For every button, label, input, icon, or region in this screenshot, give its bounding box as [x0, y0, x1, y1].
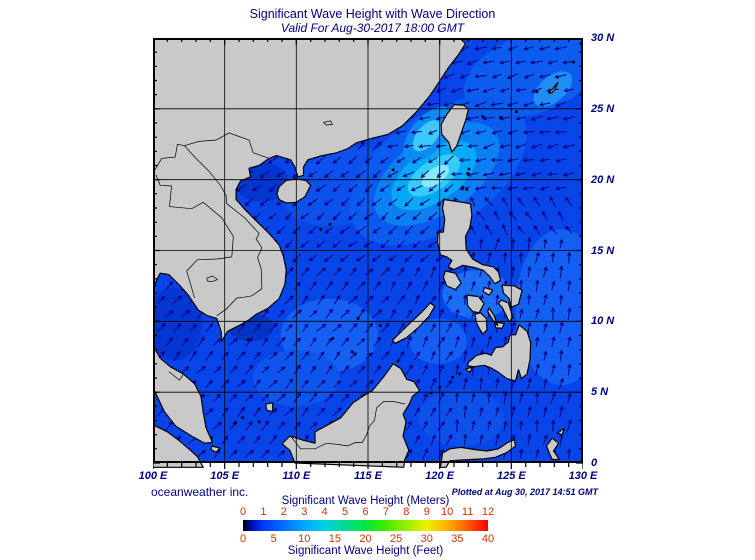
legend-tick-value: 9	[423, 506, 430, 518]
lat-tick-label: 0	[591, 457, 598, 469]
plotted-at-text: Plotted at Aug 30, 2017 14:51 GMT	[451, 487, 598, 497]
lat-tick-label: 20 N	[591, 173, 615, 186]
legend-tick-value: 0	[239, 533, 247, 545]
legend-tick-value: 40	[481, 533, 495, 545]
lon-tick-label: 105 E	[210, 470, 240, 482]
small-islands	[234, 42, 583, 424]
legend-tick-value: 5	[270, 533, 277, 545]
lon-tick-label: 110 E	[282, 470, 311, 482]
legend-tick-value: 12	[481, 506, 495, 518]
lat-tick-label: 10 N	[591, 315, 615, 328]
legend-tick-value: 20	[359, 533, 372, 545]
credit-text: oceanweather inc.	[151, 485, 249, 499]
legend-tick-value: 4	[321, 506, 328, 518]
legend-tick-value: 5	[342, 506, 349, 518]
land	[153, 38, 565, 468]
legend-meters-label: Significant Wave Height (Meters)	[281, 495, 450, 507]
legend-tick-value: 6	[362, 506, 369, 518]
legend-tick-value: 2	[280, 506, 287, 518]
legend-tick-value: 0	[239, 506, 247, 518]
legend-tick-value: 10	[441, 506, 454, 518]
legend-feet-label: Significant Wave Height (Feet)	[287, 545, 444, 557]
lon-tick-label: 115 E	[354, 470, 382, 482]
legend-tick-value: 7	[382, 506, 389, 518]
legend-tick-value: 25	[390, 533, 403, 545]
lat-tick-label: 25 N	[591, 102, 615, 115]
legend-tick-value: 11	[461, 506, 474, 518]
lon-tick-label: 100 E	[138, 470, 168, 482]
legend-tick-value: 8	[403, 506, 410, 518]
lon-tick-label: 125 E	[496, 470, 526, 482]
lat-tick-label: 15 N	[591, 244, 615, 257]
legend-tick-value: 30	[420, 533, 433, 545]
lon-tick-label: 120 E	[425, 470, 455, 482]
lat-tick-label: 5 N	[591, 386, 609, 399]
wave-height-colorbar	[243, 520, 488, 531]
wave-height-map	[153, 38, 583, 469]
lat-tick-label: 30 N	[591, 32, 615, 44]
lon-tick-label: 130 E	[568, 470, 598, 482]
legend-tick-value: 35	[451, 533, 464, 545]
valid-time-subtitle: Valid For Aug-30-2017 18:00 GMT	[280, 21, 465, 35]
legend-tick-value: 3	[301, 506, 308, 518]
country-borders	[153, 120, 406, 450]
legend-tick-value: 1	[260, 506, 267, 518]
page-title: Significant Wave Height with Wave Direct…	[249, 7, 496, 21]
legend-tick-value: 15	[328, 533, 341, 545]
legend-tick-value: 10	[298, 533, 311, 545]
map-frame	[153, 38, 583, 463]
graticule	[153, 38, 583, 463]
